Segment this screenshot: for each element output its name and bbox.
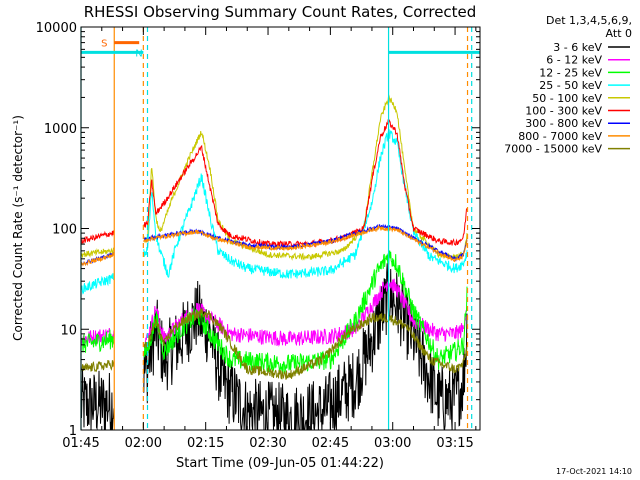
y-tick-label: 1000 (44, 122, 77, 137)
legend-label-3: 25 - 50 keV (539, 79, 602, 92)
flag-label-1: N (135, 48, 142, 59)
legend-label-8: 7000 - 15000 keV (504, 143, 602, 156)
legend-label-6: 300 - 800 keV (525, 117, 602, 130)
x-tick-label: 02:30 (249, 436, 286, 451)
x-tick-label: 02:15 (187, 436, 224, 451)
legend-label-5: 100 - 300 keV (525, 105, 602, 118)
x-axis-label: Start Time (09-Jun-05 01:44:22) (176, 456, 384, 471)
legend-label-1: 6 - 12 keV (546, 54, 602, 67)
series-line-8 (81, 308, 468, 380)
x-tick-label: 03:00 (374, 436, 411, 451)
legend-label-4: 50 - 100 keV (532, 92, 602, 105)
x-tick-label: 02:00 (125, 436, 162, 451)
legend-label-7: 800 - 7000 keV (518, 130, 602, 143)
chart-title: RHESSI Observing Summary Count Rates, Co… (84, 3, 477, 21)
legend-label-0: 3 - 6 keV (553, 41, 602, 54)
flag-label-0: S (101, 39, 107, 50)
x-tick-label: 01:45 (62, 436, 99, 451)
series-line-5 (81, 119, 468, 249)
y-axis-label: Corrected Count Rate (s⁻¹ detector⁻¹) (11, 115, 25, 341)
x-tick-label: 02:45 (312, 436, 349, 451)
y-tick-label: 1 (69, 424, 77, 439)
y-tick-label: 10 (60, 323, 77, 338)
series-line-6 (81, 223, 468, 266)
series-line-3 (81, 129, 468, 295)
legend-header-line2: Att 0 (606, 27, 632, 40)
x-tick-label: 03:15 (436, 436, 473, 451)
legend-label-2: 12 - 25 keV (539, 66, 602, 79)
timestamp: 17-Oct-2021 14:10 (556, 467, 632, 476)
legend-header-line1: Det 1,3,4,5,6,9, (546, 14, 632, 27)
series-line-7 (81, 224, 468, 267)
y-tick-label: 100 (52, 223, 77, 238)
y-tick-label: 10000 (36, 21, 77, 36)
